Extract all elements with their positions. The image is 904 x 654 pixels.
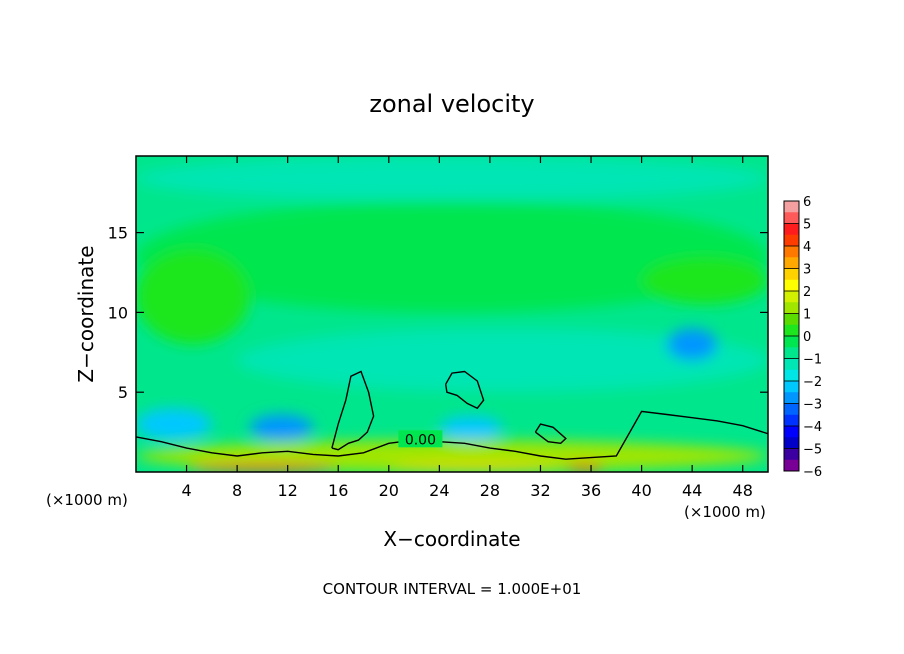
field-region-10 — [136, 440, 768, 472]
colorbar-tick-label: −4 — [803, 420, 822, 435]
y-axis: 5 10 15 — [108, 224, 768, 402]
colorbar-swatch — [784, 358, 799, 371]
colorbar-swatch — [784, 336, 799, 348]
colorbar-tick-label: 5 — [803, 218, 811, 233]
field-region-6 — [666, 328, 718, 361]
field-region-1 — [136, 156, 768, 201]
colorbar-swatch — [784, 437, 799, 449]
field-region-4 — [641, 256, 768, 305]
colorbar-swatch — [784, 426, 799, 438]
contour-label: 0.00 — [405, 432, 436, 448]
colorbar-swatch — [784, 279, 799, 292]
colorbar-swatch — [784, 347, 799, 359]
chart-title: zonal velocity — [369, 90, 534, 118]
contour-lines: 0.00 — [136, 370, 768, 460]
x-tick-label: 12 — [278, 481, 298, 500]
zero-contour-1 — [136, 410, 768, 460]
x-tick-label: 4 — [181, 481, 191, 500]
colorbar-tick-label: 3 — [803, 263, 811, 278]
colorbar-swatch — [784, 392, 799, 404]
x-axis-label: X−coordinate — [383, 527, 520, 551]
colorbar-tick-label: 0 — [803, 330, 811, 345]
field-region-12 — [388, 464, 566, 472]
colorbar-swatch — [784, 223, 799, 236]
x-unit-right: (×1000 m) — [684, 503, 766, 521]
x-tick-label: 32 — [530, 481, 550, 500]
plot-frame — [135, 155, 769, 473]
field-region-3 — [136, 248, 250, 345]
colorbar-swatch — [784, 302, 799, 314]
field-region-9 — [439, 416, 503, 441]
colorbar-swatch — [784, 268, 799, 281]
field-region-5 — [237, 328, 768, 393]
colorbar-swatch — [784, 291, 799, 303]
colorbar-swatch — [784, 234, 799, 247]
field-region-11 — [186, 464, 339, 472]
colorbar-swatch — [784, 414, 799, 427]
colorbar-tick-label: −6 — [803, 465, 822, 480]
colorbar-swatch — [784, 313, 799, 326]
colorbar-tick-label: −3 — [803, 398, 822, 413]
y-tick-label: 5 — [118, 383, 128, 402]
colorbar-swatch — [784, 201, 799, 213]
colorbar-swatch — [784, 212, 799, 224]
colorbar-tick-label: 4 — [803, 240, 811, 255]
zero-contour-2 — [331, 370, 375, 451]
x-unit-left: (×1000 m) — [46, 491, 128, 509]
colorbar-swatch — [784, 324, 799, 337]
colorbar-swatch — [784, 403, 799, 416]
colorbar-swatch — [784, 459, 799, 472]
y-tick-label: 10 — [108, 303, 128, 322]
colorbar: 6 5 4 3 2 1 0 −1 −2 −3 −4 −5 −6 — [783, 195, 822, 480]
x-tick-label: 48 — [733, 481, 753, 500]
colorbar-swatch — [784, 369, 799, 382]
x-tick-label: 24 — [429, 481, 449, 500]
y-tick-label: 15 — [108, 224, 128, 243]
colorbar-swatch — [784, 381, 799, 393]
contour-label-bg — [398, 430, 443, 448]
plot-area — [136, 156, 768, 472]
zero-contour-4 — [534, 423, 567, 445]
x-tick-label: 8 — [232, 481, 242, 500]
colorbar-tick-label: −2 — [803, 375, 822, 390]
zero-contour-3 — [445, 370, 485, 410]
colorbar-tick-label: −5 — [803, 443, 822, 458]
field-region-7 — [136, 408, 212, 441]
field-region-2 — [136, 200, 768, 313]
x-tick-label: 36 — [581, 481, 601, 500]
y-axis-label: Z−coordinate — [74, 245, 98, 382]
x-tick-label: 16 — [328, 481, 348, 500]
x-tick-label: 40 — [631, 481, 651, 500]
contour-interval-note: CONTOUR INTERVAL = 1.000E+01 — [323, 580, 582, 598]
colorbar-tick-label: −1 — [803, 353, 822, 368]
x-tick-label: 44 — [682, 481, 702, 500]
colorbar-tick-label: 1 — [803, 308, 811, 323]
x-axis: 4 8 12 16 20 24 28 32 36 40 44 48 — [181, 156, 753, 500]
colorbar-tick-label: 2 — [803, 285, 811, 300]
colorbar-tick-label: 6 — [803, 195, 811, 210]
colorbar-swatch — [784, 246, 799, 258]
field-region-8 — [249, 414, 313, 441]
colorbar-swatch — [784, 448, 799, 461]
field-region-13 — [565, 464, 604, 472]
x-tick-label: 20 — [379, 481, 399, 500]
x-tick-label: 28 — [480, 481, 500, 500]
colorbar-swatch — [784, 257, 799, 269]
